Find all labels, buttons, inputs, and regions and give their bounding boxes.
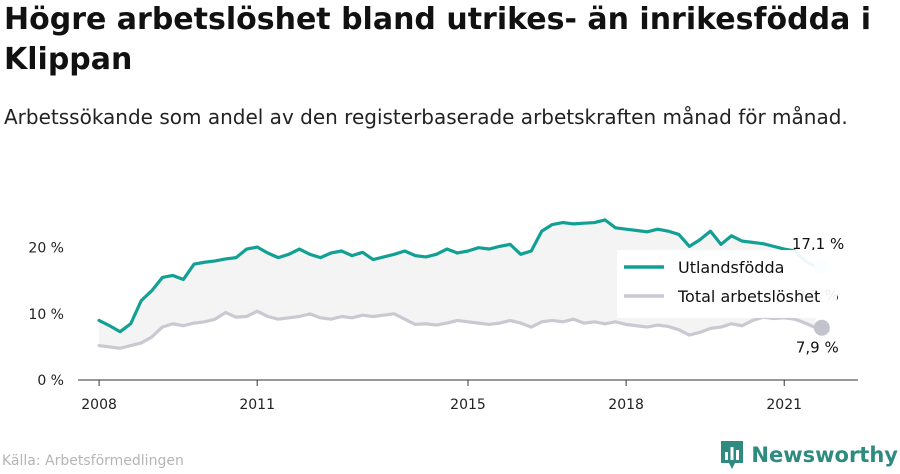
series-line-foreign (97, 218, 818, 334)
end-marker-total (813, 319, 830, 336)
series-line-total (97, 309, 818, 350)
y-tick-label: 0 % (37, 373, 64, 389)
legend-label-total: Total arbetslöshet (677, 287, 820, 306)
y-tick-label: 20 % (28, 241, 64, 257)
y-tick-label: 10 % (28, 307, 64, 323)
x-tick-label: 2011 (239, 397, 275, 413)
brand[interactable]: Newsworthy (719, 438, 898, 472)
legend-label-foreign: Utlandsfödda (678, 258, 784, 277)
x-tick-label: 2008 (81, 397, 117, 413)
chart-title: Högre arbetslöshet bland utrikes- än inr… (4, 2, 872, 77)
brand-name: Newsworthy (751, 443, 898, 467)
x-tick-label: 2015 (450, 397, 486, 413)
end-label-total: 7,9 % (796, 339, 839, 357)
x-tick-label: 2018 (608, 397, 644, 413)
x-tick-label: 2021 (766, 397, 802, 413)
chart-subtitle: Arbetssökande som andel av den registerb… (4, 105, 848, 129)
legend-box (617, 250, 837, 318)
source-note: Källa: Arbetsförmedlingen (2, 453, 184, 469)
end-label-foreign: 17,1 % (792, 235, 844, 253)
bar-chart-logo-icon (721, 441, 744, 469)
